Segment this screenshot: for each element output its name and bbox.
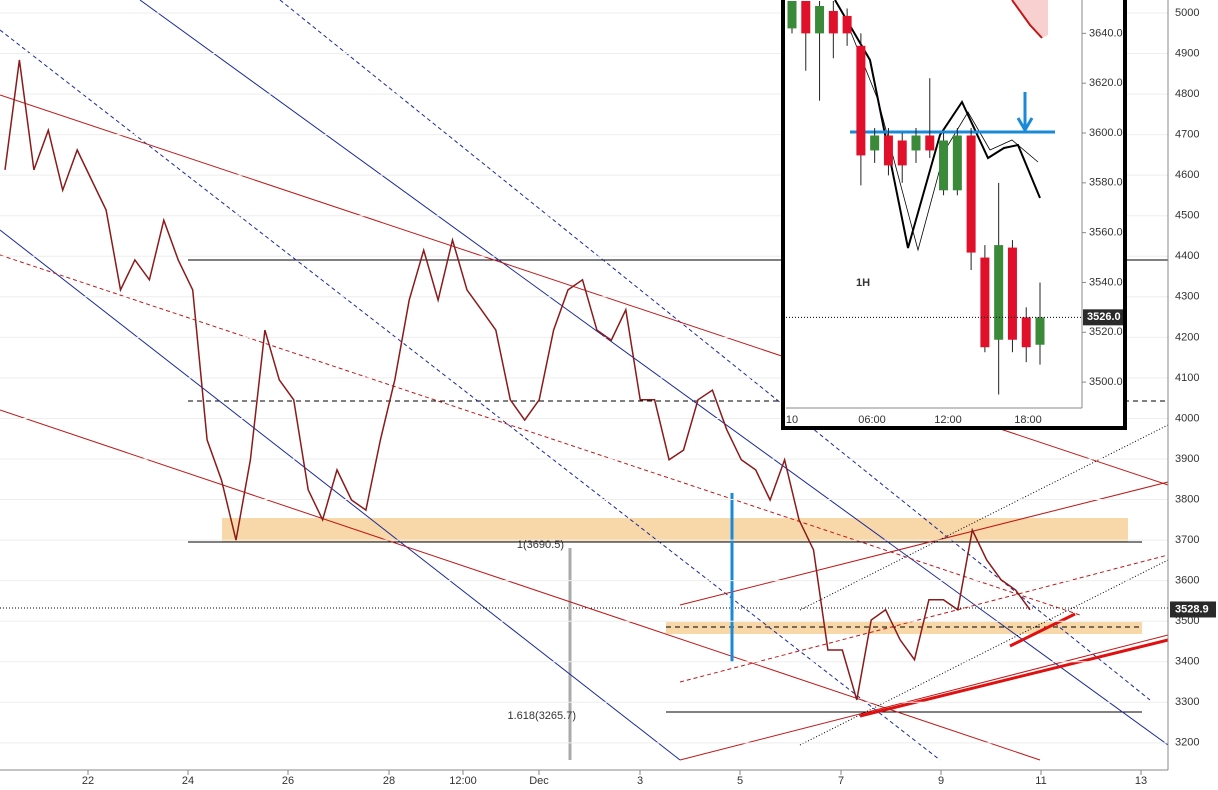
channel-line: [679, 634, 1169, 761]
y-tick-label: 4200: [1175, 331, 1199, 343]
y-tick-label: 3540.0: [1089, 276, 1123, 288]
x-tick-label: 28: [383, 775, 395, 787]
x-tick-label: 13: [1135, 775, 1147, 787]
candle-body: [966, 135, 976, 253]
y-tick-label: 4400: [1175, 250, 1199, 262]
annotation: 1.618(3265.7): [508, 710, 577, 722]
channel-line: [799, 424, 1169, 611]
candle-body: [842, 15, 852, 34]
y-tick-label: 3580.0: [1089, 177, 1123, 189]
x-tick-label: 3: [637, 775, 643, 787]
candle-body: [897, 140, 907, 166]
candle-body: [1035, 317, 1045, 345]
y-tick-label: 3600: [1175, 575, 1199, 587]
candle-body: [828, 10, 838, 34]
y-tick-label: 3700: [1175, 534, 1199, 546]
y-tick-label: 4000: [1175, 412, 1199, 424]
x-tick-label: 9: [938, 775, 944, 787]
candle-body: [787, 0, 797, 29]
trend-line: [1009, 612, 1076, 648]
candle-body: [801, 0, 811, 34]
area: [1012, 0, 1048, 38]
price-line: [4, 59, 1031, 701]
x-tick-label: Dec: [529, 775, 549, 787]
x-tick-label: 7: [838, 775, 844, 787]
candle-body: [994, 245, 1004, 340]
y-tick-label: 3500: [1175, 615, 1199, 627]
y-tick-label: 4600: [1175, 169, 1199, 181]
y-tick-label: 3400: [1175, 656, 1199, 668]
y-tick-label: 4300: [1175, 291, 1199, 303]
x-tick-label: 18:00: [1014, 414, 1042, 426]
x-tick-label: 22: [82, 775, 94, 787]
curve: [1011, 0, 1043, 39]
x-tick-label: 10: [786, 414, 798, 426]
y-tick-label: 3200: [1175, 737, 1199, 749]
y-tick-label: 3600.0: [1089, 127, 1123, 139]
candle-body: [856, 45, 866, 156]
candle-body: [939, 140, 949, 191]
channel-line: [0, 29, 941, 761]
inset-title: 1H: [856, 277, 870, 289]
x-tick-label: 06:00: [858, 414, 886, 426]
last-price-label: 3528.9: [1175, 603, 1209, 615]
x-tick-label: 24: [182, 775, 194, 787]
y-tick-label: 3300: [1175, 696, 1199, 708]
x-tick-label: 11: [1035, 775, 1046, 787]
channel-line: [0, 229, 681, 761]
y-tick-label: 4700: [1175, 129, 1199, 141]
candle-body: [815, 5, 825, 34]
inset-frame: [781, 0, 1127, 430]
y-tick-label: 4800: [1175, 88, 1199, 100]
trend-line: [859, 638, 1169, 718]
y-tick-label: 4500: [1175, 210, 1199, 222]
y-tick-label: 4900: [1175, 47, 1199, 59]
y-tick-label: 5000: [1175, 7, 1199, 19]
channel-line: [679, 481, 1169, 606]
y-tick-label: 3500.0: [1089, 376, 1123, 388]
candle-body: [1007, 247, 1017, 340]
y-tick-label: 3520.0: [1089, 326, 1123, 338]
y-tick-label: 3620.0: [1089, 77, 1123, 89]
arrow: [1016, 92, 1034, 133]
candle-body: [883, 135, 893, 166]
candle-body: [980, 257, 990, 348]
candle-body: [870, 135, 880, 151]
x-tick-label: 26: [282, 775, 294, 787]
candle-body: [1021, 317, 1031, 348]
annotation: 1(3690.5): [517, 539, 564, 551]
channel-line: [0, 254, 1081, 616]
x-tick-label: 12:00: [934, 414, 962, 426]
y-tick-label: 3800: [1175, 493, 1199, 505]
y-tick-label: 3640.0: [1089, 27, 1123, 39]
candle-body: [925, 135, 935, 151]
last-price-label: 3526.0: [1087, 311, 1121, 323]
y-tick-label: 4100: [1175, 372, 1199, 384]
y-tick-label: 3560.0: [1089, 227, 1123, 239]
candle-body: [911, 135, 921, 151]
x-tick-label: 12:00: [449, 775, 477, 787]
channel-line: [0, 409, 1041, 761]
x-tick-label: 5: [737, 775, 743, 787]
y-tick-label: 3900: [1175, 453, 1199, 465]
last-price-box: [1083, 309, 1123, 326]
candle-body: [952, 135, 962, 191]
inset-plot: 3500.0 3520.0 3540.0 3560.0 3580.0 3600.0 3620…: [786, 0, 1123, 426]
zone: [666, 622, 1142, 634]
average-line: [834, 0, 1041, 249]
last-price-box: [1170, 601, 1216, 618]
